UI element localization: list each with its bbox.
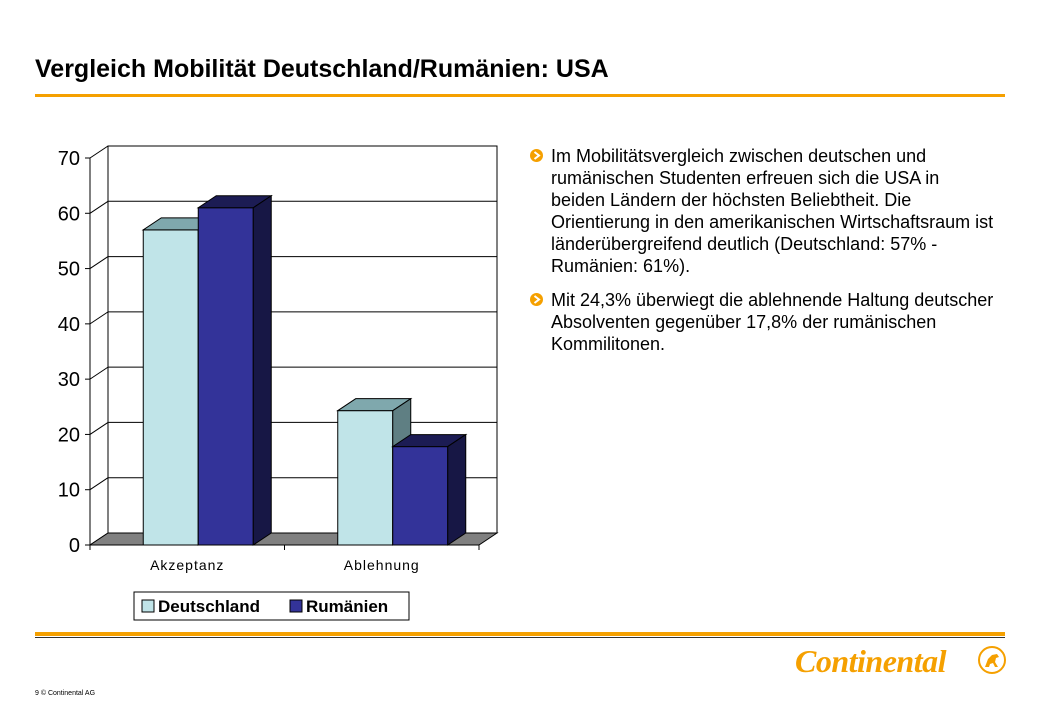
y-tick-label: 30 [58, 369, 80, 391]
bar-front [392, 446, 449, 546]
bullet-list: Im Mobilitätsvergleich zwischen deutsche… [530, 145, 995, 367]
y-tick-label: 40 [58, 314, 80, 336]
gridline-depth [89, 200, 109, 214]
bar [391, 433, 468, 546]
bar-side [447, 433, 467, 546]
bar-side [252, 194, 272, 546]
gridline-depth [89, 366, 109, 380]
bullet-text: Mit 24,3% überwiegt die ablehnende Haltu… [551, 290, 994, 354]
horse-icon [978, 646, 1006, 674]
bar-front [337, 410, 394, 546]
y-tick-label: 60 [58, 203, 80, 225]
bullet-item: Im Mobilitätsvergleich zwischen deutsche… [530, 145, 995, 277]
continental-logo: Continental [795, 643, 1006, 680]
y-tick-label: 10 [58, 480, 80, 502]
orange-arrow-icon [530, 149, 543, 162]
gridline-depth [89, 145, 109, 159]
orange-arrow-icon [530, 293, 543, 306]
bullet-item: Mit 24,3% überwiegt die ablehnende Haltu… [530, 289, 995, 355]
footer-divider-thin [35, 637, 1005, 638]
legend-swatch [289, 599, 303, 613]
bar-front [142, 229, 199, 546]
bar [196, 194, 273, 546]
legend-swatch [141, 599, 155, 613]
legend-label: Rumänien [306, 597, 388, 616]
legend: Deutschland Rumänien [133, 591, 410, 621]
gridline-depth [89, 477, 109, 491]
logo-wordmark: Continental [795, 643, 947, 679]
slide-title: Vergleich Mobilität Deutschland/Rumänien… [35, 55, 609, 83]
gridline-depth [89, 422, 109, 435]
bars [141, 194, 468, 546]
footer-divider [35, 632, 1005, 636]
plot-side-wall [90, 134, 108, 533]
legend-box [133, 591, 410, 621]
gridline-depth [89, 256, 109, 269]
y-tick-label: 0 [69, 535, 80, 557]
legend-label: Deutschland [158, 597, 260, 616]
y-tick-label: 20 [58, 424, 80, 446]
y-tick-label: 50 [58, 259, 80, 281]
x-axis: Akzeptanz Ablehnung [89, 544, 480, 573]
x-tick-label: Ablehnung [344, 557, 420, 573]
title-divider [35, 94, 1005, 97]
bullet-text: Im Mobilitätsvergleich zwischen deutsche… [551, 146, 994, 276]
x-tick-label: Akzeptanz [150, 557, 224, 573]
gridline-depth [89, 311, 109, 325]
footer-copyright: 9 © Continental AG [35, 690, 96, 697]
y-axis: 0 10 20 30 40 50 60 70 [58, 148, 91, 557]
y-tick-label: 70 [58, 148, 80, 170]
bar-front [197, 207, 254, 546]
